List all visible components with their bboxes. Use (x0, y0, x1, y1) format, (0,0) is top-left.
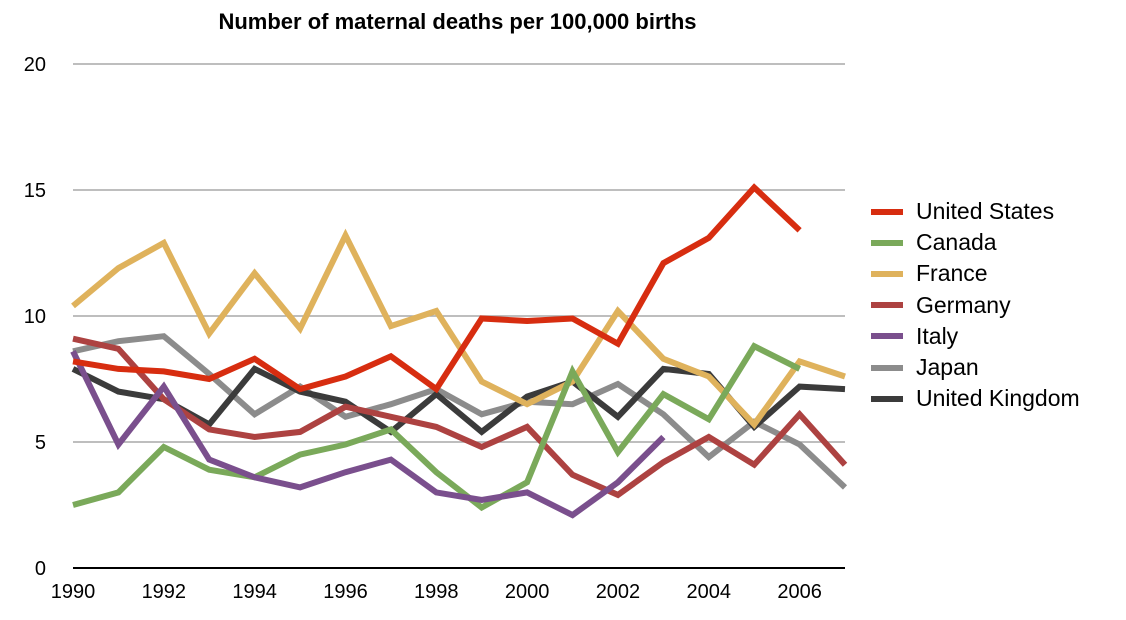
legend-item: Canada (871, 227, 1080, 258)
legend-swatch (871, 239, 903, 246)
chart-title: Number of maternal deaths per 100,000 bi… (218, 9, 697, 34)
series-lines (70, 183, 848, 519)
x-tick-label: 2006 (777, 581, 822, 603)
x-tick-label: 1996 (323, 581, 368, 603)
legend-item: United States (871, 196, 1080, 227)
legend-label: United Kingdom (916, 385, 1080, 412)
legend: United States Canada France Germany Italy Jap… (871, 196, 1080, 414)
legend-label: France (916, 260, 988, 287)
series-france (71, 228, 846, 430)
series-japan (72, 333, 848, 490)
legend-label: United States (916, 198, 1055, 225)
series-line (72, 342, 801, 512)
series-canada (72, 342, 801, 512)
legend-item: Japan (871, 352, 1080, 383)
y-tick-label: 15 (24, 180, 46, 202)
series-united-states (72, 183, 802, 394)
legend-item: France (871, 258, 1080, 289)
y-tick-label: 10 (24, 306, 46, 328)
x-tick-label: 2000 (505, 581, 550, 603)
series-line (72, 333, 848, 490)
series-line (70, 349, 666, 519)
y-tick-label: 0 (35, 558, 46, 580)
legend-swatch (871, 302, 903, 309)
x-tick-label: 1998 (414, 581, 459, 603)
y-tick-label: 20 (24, 54, 46, 76)
series-line (71, 228, 846, 430)
series-italy (70, 349, 666, 519)
legend-swatch (871, 333, 903, 340)
legend-item: Germany (871, 290, 1080, 321)
legend-item: United Kingdom (871, 383, 1080, 414)
legend-label: Canada (916, 229, 997, 256)
axes: 0 5 10 15 20 1990 1992 1994 1996 1998 2000 2002 2004… (24, 54, 845, 603)
x-tick-label: 2002 (596, 581, 641, 603)
legend-swatch (871, 270, 903, 277)
x-tick-label: 2004 (687, 581, 732, 603)
y-tick-label: 5 (35, 432, 46, 454)
legend-item: Italy (871, 321, 1080, 352)
legend-swatch (871, 364, 903, 371)
legend-label: Japan (916, 354, 979, 381)
legend-swatch (871, 208, 903, 215)
x-tick-label: 1992 (142, 581, 187, 603)
legend-label: Germany (916, 291, 1011, 318)
series-germany (72, 335, 848, 499)
x-tick-label: 1994 (232, 581, 277, 603)
legend-swatch (871, 395, 903, 402)
x-tick-label: 1990 (51, 581, 96, 603)
series-line (72, 335, 848, 499)
series-line (72, 183, 802, 394)
legend-label: Italy (916, 322, 959, 349)
